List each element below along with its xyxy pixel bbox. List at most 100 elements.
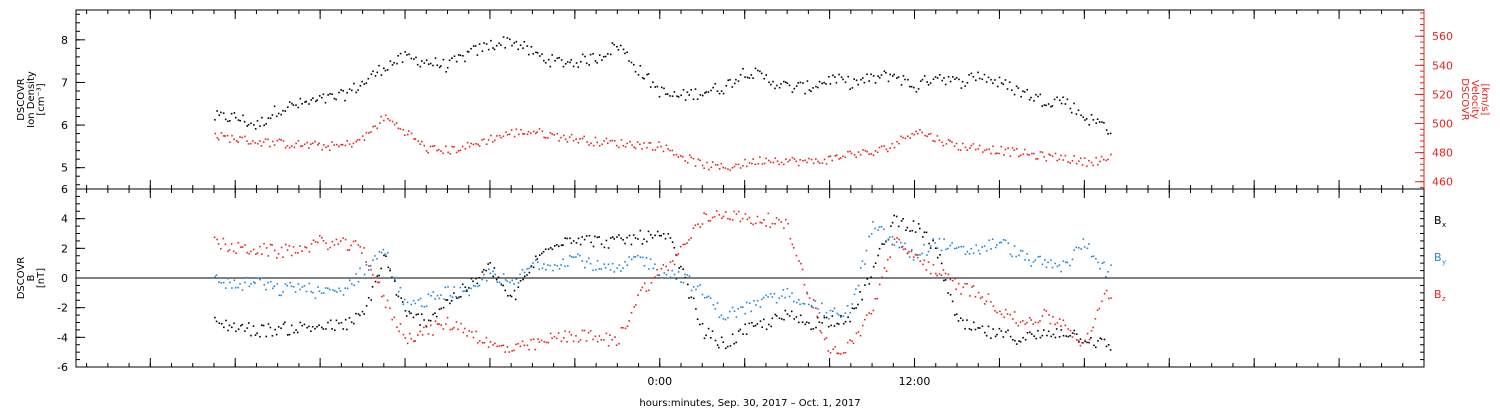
data-point [881, 276, 883, 278]
data-point [886, 150, 889, 153]
data-point [515, 343, 517, 346]
data-point [701, 94, 704, 97]
data-point [795, 85, 798, 87]
data-point [600, 268, 603, 270]
data-point [572, 240, 575, 242]
data-point [556, 57, 559, 59]
data-point [459, 149, 462, 152]
data-point [705, 213, 707, 215]
data-point [255, 253, 257, 255]
data-point [1109, 349, 1112, 351]
data-point [1069, 334, 1071, 337]
data-point [554, 245, 556, 247]
data-point [485, 143, 488, 145]
data-point [1023, 91, 1026, 93]
data-point [357, 89, 359, 91]
data-point [883, 145, 886, 147]
data-point [754, 67, 757, 70]
data-point [355, 140, 357, 143]
data-point [791, 292, 793, 294]
data-point [1033, 335, 1035, 337]
data-point [649, 142, 652, 144]
data-point [385, 255, 387, 257]
data-point [952, 76, 954, 78]
data-point [639, 65, 642, 67]
data-point [1000, 313, 1003, 316]
data-point [590, 241, 592, 244]
data-point [905, 229, 907, 231]
data-point [977, 249, 980, 252]
data-point [483, 342, 486, 344]
data-point [774, 157, 777, 159]
data-point [862, 324, 864, 327]
data-point [885, 270, 888, 272]
data-point [802, 82, 804, 84]
data-point [233, 279, 236, 282]
data-point [926, 135, 928, 138]
data-point [735, 163, 737, 166]
data-point [701, 323, 704, 325]
data-point [868, 312, 870, 314]
data-point [795, 254, 798, 257]
data-point [650, 234, 652, 236]
data-point [509, 294, 512, 297]
data-point [1105, 345, 1108, 348]
data-point [656, 85, 659, 88]
data-point [614, 336, 616, 338]
data-point [337, 243, 340, 245]
data-point [759, 156, 761, 158]
data-point [1082, 116, 1085, 118]
data-point [718, 316, 721, 318]
data-point [949, 80, 952, 83]
data-point [335, 238, 338, 241]
right-y-tick-label: 520 [1432, 88, 1453, 101]
data-point [815, 85, 817, 88]
data-point [462, 55, 464, 57]
data-point [943, 238, 945, 240]
data-point [955, 313, 958, 315]
data-point [545, 341, 548, 344]
data-point [667, 269, 669, 272]
data-point [633, 146, 635, 148]
data-point [880, 145, 883, 148]
data-point [483, 269, 485, 271]
data-point [596, 236, 599, 239]
data-point [406, 133, 409, 136]
data-point [278, 138, 281, 141]
data-point [1047, 103, 1050, 105]
data-point [808, 89, 811, 91]
data-point [496, 345, 498, 348]
data-point [526, 133, 529, 136]
data-point [680, 94, 682, 97]
data-point [351, 89, 353, 92]
data-point [504, 47, 506, 49]
data-point [293, 146, 296, 149]
data-point [620, 139, 623, 141]
data-point [222, 281, 225, 284]
data-point [977, 71, 979, 74]
data-point [344, 144, 347, 147]
data-point [1110, 297, 1112, 299]
data-point [911, 229, 914, 232]
data-point [244, 330, 246, 332]
data-point [930, 272, 932, 275]
data-point [872, 265, 875, 268]
data-point [333, 144, 335, 146]
data-point [733, 210, 735, 213]
y-tick-label: 7 [61, 76, 68, 89]
data-point [923, 75, 926, 77]
data-point [692, 297, 695, 300]
data-point [521, 340, 524, 343]
data-point [847, 75, 849, 78]
data-point [589, 53, 592, 56]
legend-subscript: y [1442, 258, 1446, 266]
data-point [1015, 343, 1018, 345]
data-point [697, 285, 699, 288]
data-point [583, 238, 586, 241]
data-point [641, 243, 644, 245]
data-point [999, 310, 1001, 313]
data-point [487, 48, 490, 51]
data-point [771, 296, 774, 298]
data-point [429, 145, 432, 148]
